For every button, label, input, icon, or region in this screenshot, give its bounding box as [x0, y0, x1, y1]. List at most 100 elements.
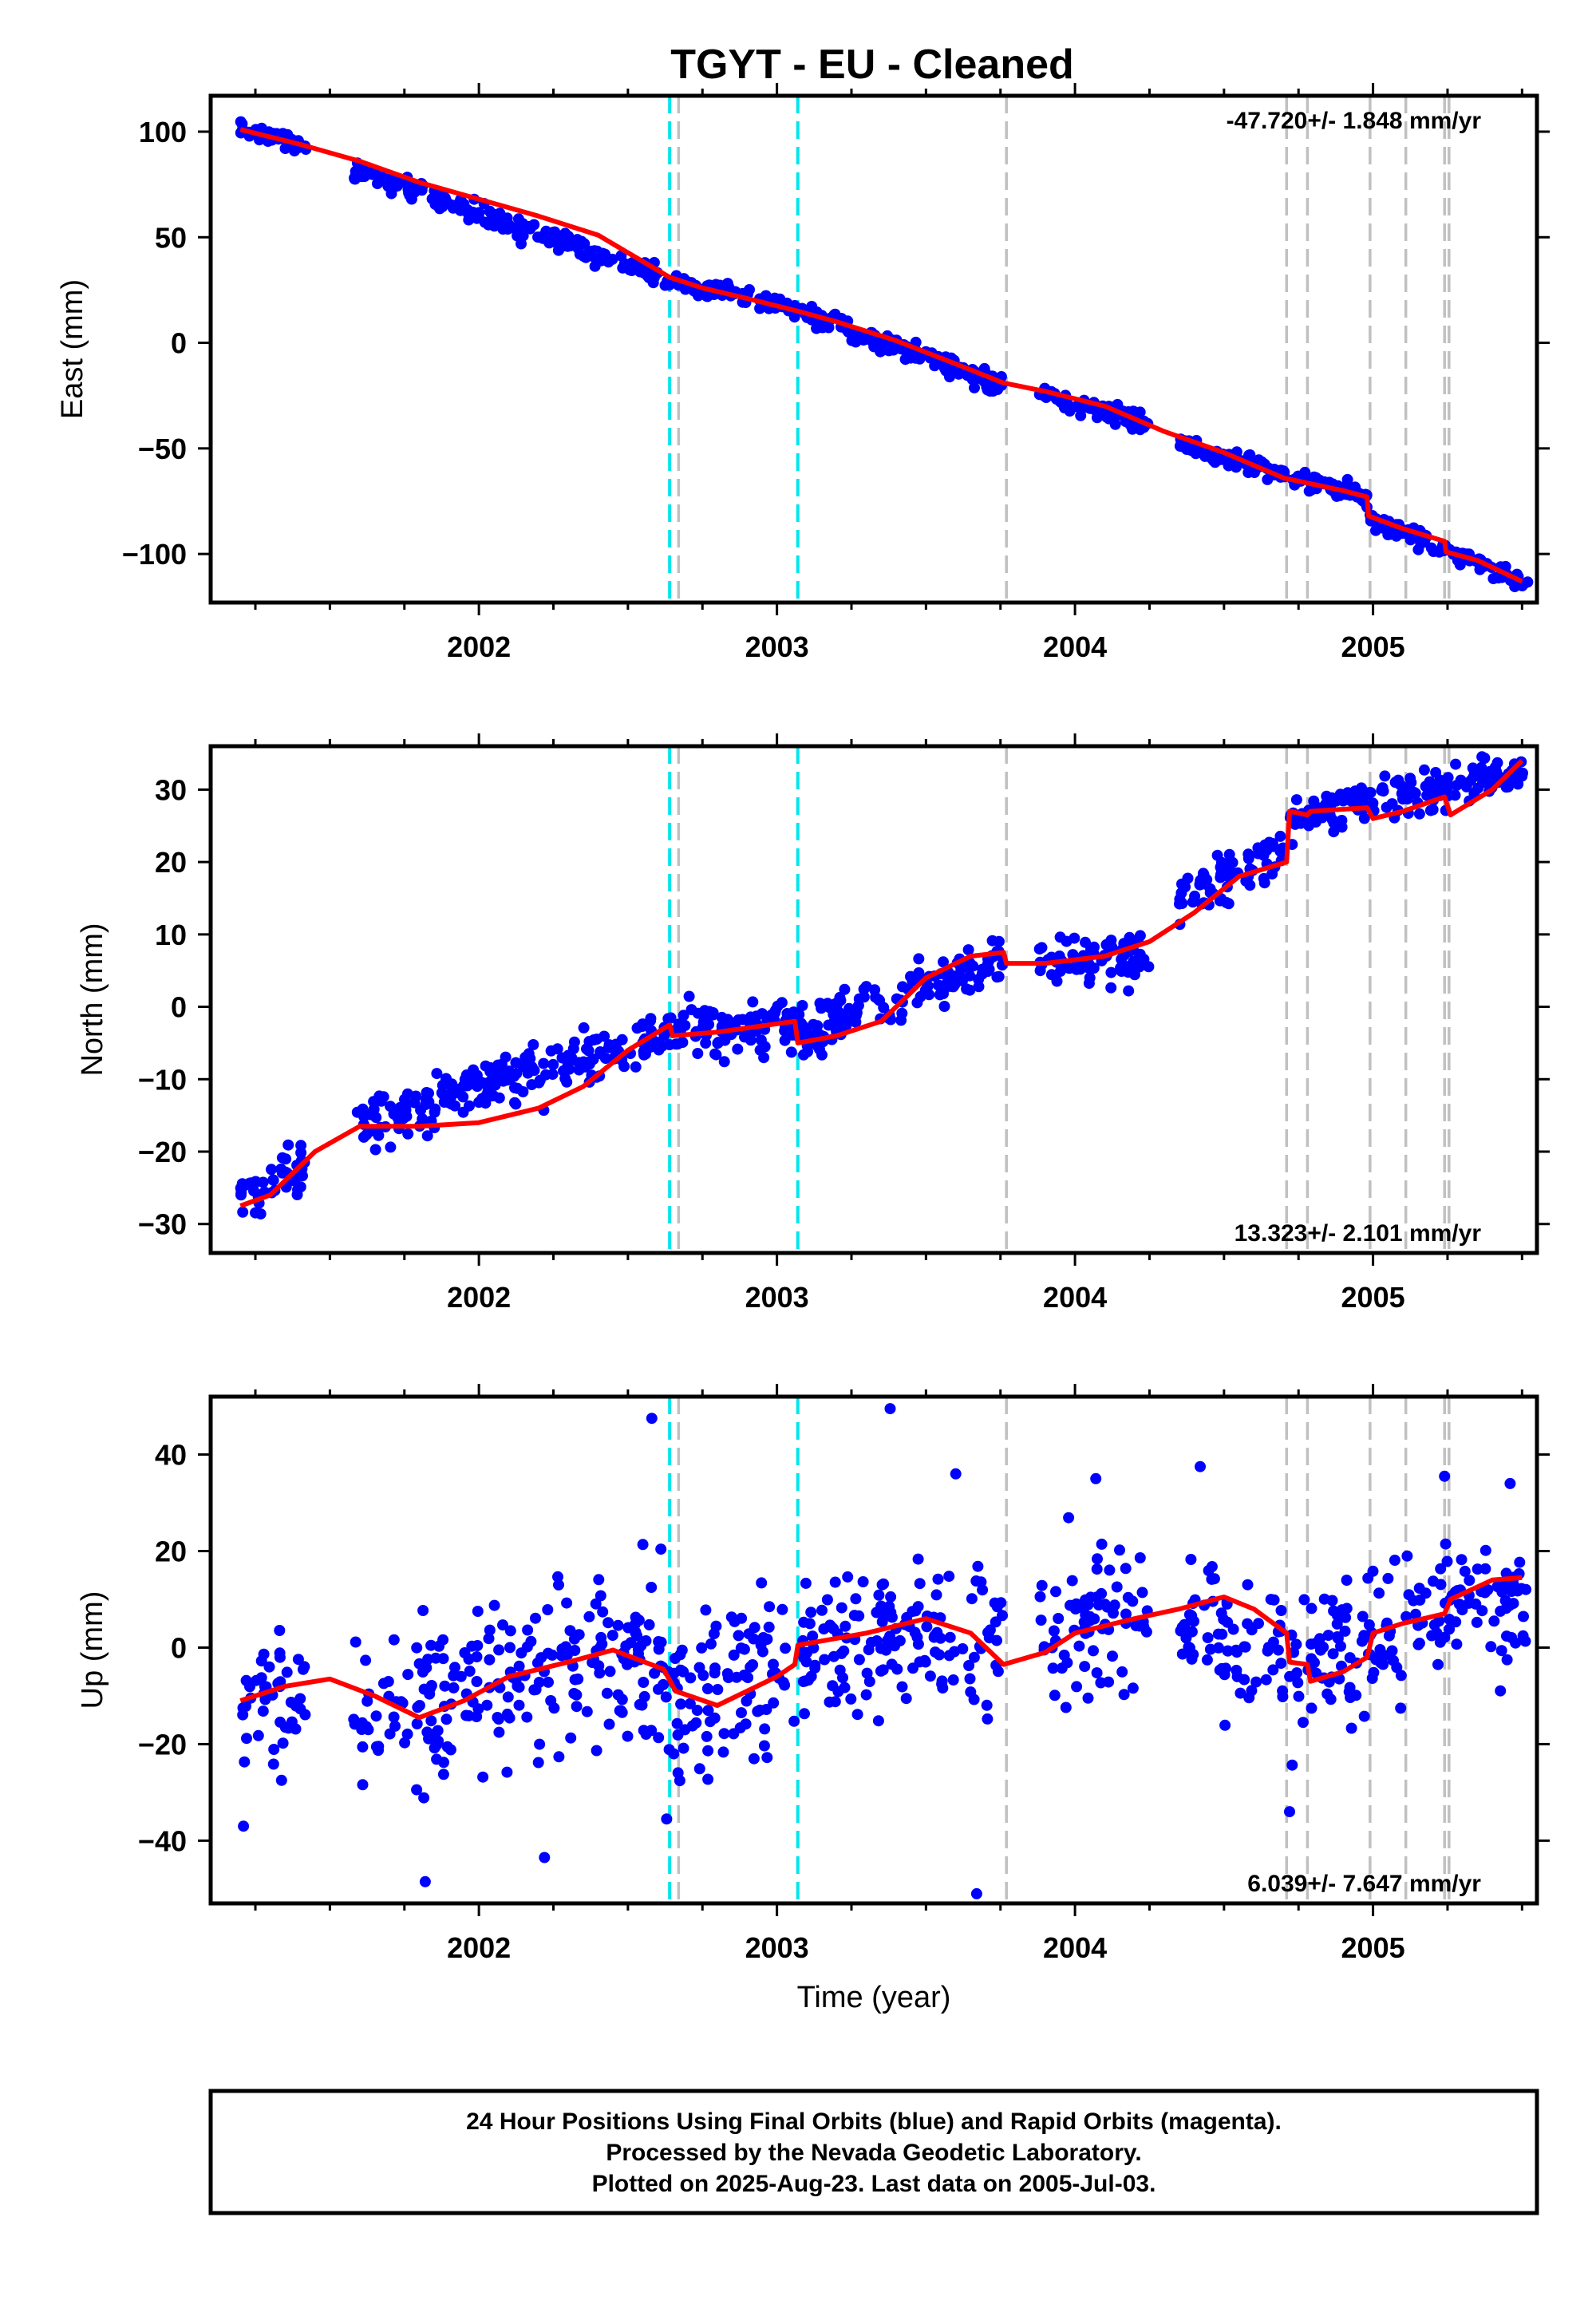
data-point [563, 1063, 575, 1075]
data-point [1196, 447, 1208, 459]
data-point [1492, 572, 1504, 584]
data-point [1476, 761, 1487, 773]
data-point [828, 1650, 839, 1662]
data-point [1368, 1666, 1380, 1678]
data-point [1218, 1614, 1230, 1626]
data-point [239, 1756, 251, 1768]
data-point [357, 1779, 369, 1791]
data-point [1188, 1615, 1199, 1627]
data-point [1272, 1644, 1284, 1656]
data-point [433, 188, 444, 200]
data-point [483, 1633, 495, 1645]
data-point [986, 935, 998, 947]
data-point [542, 1604, 554, 1615]
x-tick-label: 2002 [447, 1931, 511, 1964]
data-point [519, 1061, 531, 1073]
data-point [638, 1046, 650, 1057]
data-point [1501, 1654, 1513, 1666]
data-point [851, 1709, 863, 1721]
data-point [537, 230, 549, 242]
y-tick-label: 0 [171, 327, 187, 360]
up-rate-label: 6.039+/- 7.647 mm/yr [1247, 1871, 1481, 1897]
data-point [1071, 1681, 1083, 1693]
data-point [1321, 790, 1333, 802]
data-point [565, 1732, 577, 1744]
data-point [495, 1071, 507, 1082]
data-point [712, 1684, 724, 1695]
data-point [693, 1763, 705, 1775]
data-point [504, 1712, 516, 1724]
y-tick-label: 30 [155, 773, 187, 806]
data-point [510, 1057, 522, 1069]
x-tick-label: 2005 [1341, 1931, 1405, 1964]
data-point [1464, 1575, 1476, 1587]
data-point [388, 1634, 400, 1646]
data-point [829, 308, 841, 320]
data-point [1214, 895, 1226, 907]
data-point [1298, 1717, 1309, 1729]
data-point [1381, 801, 1393, 813]
data-point [522, 1624, 534, 1636]
north-y-axis-label: North (mm) [76, 923, 109, 1076]
data-point [1479, 1563, 1491, 1575]
data-point [417, 1605, 429, 1616]
data-point [725, 1611, 737, 1623]
data-point [1363, 1619, 1375, 1630]
data-point [422, 1654, 434, 1666]
data-point [377, 172, 389, 184]
data-point [912, 1601, 924, 1613]
data-point [238, 1820, 250, 1832]
data-point [963, 962, 975, 974]
data-point [752, 1705, 764, 1717]
y-tick-label: −20 [138, 1728, 187, 1761]
data-point [853, 1654, 865, 1666]
data-point [755, 1034, 767, 1046]
data-point [1212, 1628, 1224, 1640]
data-point [1395, 1702, 1407, 1714]
data-point [502, 1691, 514, 1703]
data-point [395, 1696, 407, 1708]
data-point [289, 1174, 301, 1186]
data-point [692, 1007, 704, 1019]
data-point [1331, 1618, 1343, 1630]
data-point [1518, 1611, 1529, 1622]
data-point [1451, 1638, 1463, 1650]
data-point [1176, 1648, 1188, 1660]
data-point [1260, 1674, 1272, 1686]
data-point [708, 1628, 720, 1640]
data-point [274, 1625, 286, 1636]
data-point [1318, 1593, 1330, 1605]
data-point [944, 1631, 956, 1643]
y-tick-label: −50 [138, 433, 187, 465]
data-point [377, 1678, 389, 1690]
data-point [1213, 1642, 1224, 1654]
data-point [1286, 1759, 1298, 1771]
data-point [1292, 1677, 1304, 1689]
data-point [471, 1676, 483, 1687]
data-point [865, 1636, 877, 1648]
data-point [776, 1603, 788, 1615]
data-point [654, 1040, 666, 1052]
data-point [1314, 1644, 1326, 1656]
y-tick-label: −40 [138, 1824, 187, 1857]
data-point [538, 1057, 550, 1069]
data-point [1088, 1645, 1099, 1657]
data-point [1309, 1657, 1320, 1669]
y-tick-label: 20 [155, 1535, 187, 1568]
data-point [696, 1642, 708, 1654]
east-panel: 2002 2003 2004 2005 100 50 0 −50 −100 East (mm) -4… [56, 83, 1550, 663]
data-point [968, 1651, 980, 1663]
data-point [1431, 1627, 1443, 1639]
data-point [512, 230, 523, 242]
data-point [829, 1576, 841, 1588]
data-point [1223, 898, 1235, 910]
data-point [527, 1039, 539, 1050]
data-point [1235, 1687, 1246, 1699]
data-point [370, 1710, 382, 1722]
data-point [1079, 1661, 1091, 1673]
data-point [1450, 758, 1462, 770]
data-point [457, 1106, 469, 1118]
data-point [401, 1088, 413, 1100]
data-point [707, 1007, 719, 1018]
data-point [1061, 1657, 1073, 1669]
